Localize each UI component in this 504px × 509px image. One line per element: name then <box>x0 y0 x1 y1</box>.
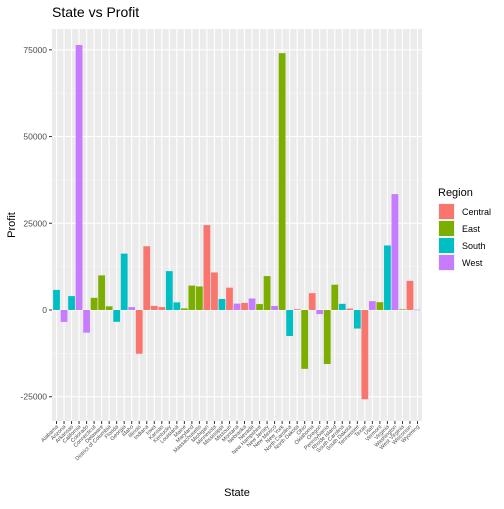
legend-label-west: West <box>462 258 483 268</box>
y-tick-label: 75000 <box>23 45 47 55</box>
bar-nevada <box>248 298 256 310</box>
bar-oregon <box>316 309 324 315</box>
bar-kansas <box>158 307 166 310</box>
bar-west-virginia <box>399 309 406 310</box>
bar-colorado <box>83 309 90 333</box>
bar-ohio <box>301 309 309 369</box>
bar-tennessee <box>353 309 361 329</box>
bar-oklahoma <box>308 293 316 310</box>
bar-arizona <box>60 309 68 322</box>
legend-label-south: South <box>462 241 486 251</box>
bar-idaho <box>128 307 136 310</box>
bar-washington <box>391 194 399 310</box>
bar-louisiana <box>173 302 181 310</box>
bar-georgia <box>120 253 128 310</box>
bar-wyoming <box>414 309 421 311</box>
bars-layer <box>53 45 421 400</box>
bar-utah <box>368 301 376 310</box>
legend-label-central: Central <box>462 207 491 217</box>
bar-rhode-island <box>331 284 339 310</box>
bar-maryland <box>188 285 196 310</box>
bar-pennsylvania <box>323 309 331 364</box>
legend: Region Central East South West <box>438 187 491 271</box>
bar-north-carolina <box>286 309 294 336</box>
bar-indiana <box>143 246 151 310</box>
bar-kentucky <box>165 271 173 310</box>
bar-minnesota <box>211 272 218 310</box>
bar-new-jersey <box>263 276 271 310</box>
y-axis: -25000 0 25000 50000 75000 <box>21 45 52 402</box>
bar-missouri <box>226 287 233 310</box>
legend-label-east: East <box>462 224 481 234</box>
legend-swatch-south <box>439 238 454 253</box>
bar-nebraska <box>241 302 248 310</box>
bar-california <box>75 45 83 310</box>
bar-new-york <box>278 53 286 310</box>
y-tick-label: 25000 <box>23 218 47 228</box>
bar-vermont <box>376 302 384 310</box>
bar-maine <box>180 308 188 310</box>
bar-virginia <box>384 245 391 310</box>
legend-swatch-west <box>439 255 454 270</box>
y-tick-label: 50000 <box>23 132 47 142</box>
bar-delaware <box>98 275 106 310</box>
y-axis-label: Profit <box>6 212 18 238</box>
bar-wisconsin <box>406 280 414 310</box>
bar-district-of-columbia <box>105 306 113 310</box>
y-tick-label: 0 <box>42 305 47 315</box>
bar-new-mexico <box>271 305 278 310</box>
bar-florida <box>113 309 121 322</box>
y-tick-label: -25000 <box>21 392 48 402</box>
bar-new-hampshire <box>256 304 263 310</box>
bar-north-dakota <box>293 309 301 310</box>
bar-michigan <box>203 225 211 310</box>
bar-massachusetts <box>196 286 203 310</box>
x-axis-label: State <box>224 487 250 499</box>
bar-montana <box>233 303 241 310</box>
bar-iowa <box>150 305 158 310</box>
bar-south-dakota <box>346 308 354 310</box>
bar-south-carolina <box>338 303 346 310</box>
bar-alabama <box>53 289 60 310</box>
bar-connecticut <box>90 297 98 310</box>
bar-texas <box>361 309 369 400</box>
bar-mississippi <box>218 298 226 310</box>
bar-illinois <box>135 309 143 354</box>
legend-title: Region <box>438 187 473 199</box>
chart-title: State vs Profit <box>52 4 139 20</box>
bar-arkansas <box>68 296 75 310</box>
legend-swatch-central <box>439 204 454 219</box>
legend-swatch-east <box>439 221 454 236</box>
